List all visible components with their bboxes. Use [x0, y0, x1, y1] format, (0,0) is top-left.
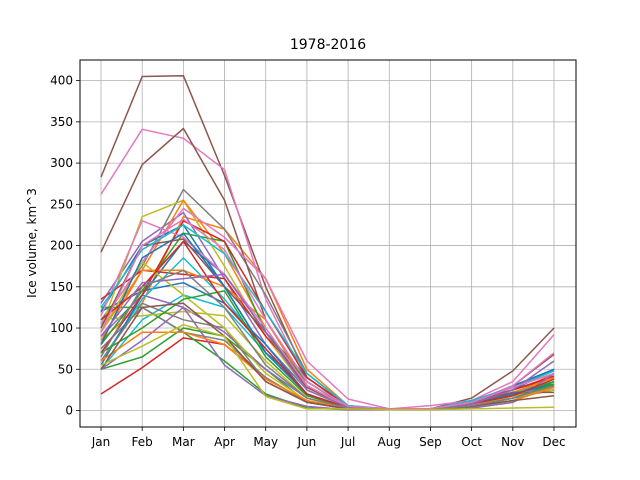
y-tick-label: 400 [50, 74, 73, 88]
series-line-35 [100, 273, 555, 410]
series-line-36 [100, 302, 555, 411]
y-tick-label: 250 [50, 197, 73, 211]
x-tick-label: Mar [172, 435, 195, 449]
series-line-25 [100, 306, 555, 411]
x-axis: Jan Feb Mar Apr May Jun Jul Aug Sep Oct Nov Dec [91, 427, 566, 449]
y-axis: 0 50 100 150 200 250 300 350 400 [50, 74, 80, 418]
grid-lines [80, 60, 576, 427]
y-tick-label: 50 [58, 362, 73, 376]
chart-title: 1978-2016 [290, 37, 366, 53]
y-tick-label: 100 [50, 321, 73, 335]
x-tick-label: Apr [214, 435, 235, 449]
y-tick-label: 350 [50, 115, 73, 129]
x-tick-label: Sep [419, 435, 442, 449]
x-tick-label: Aug [378, 435, 401, 449]
x-tick-label: May [253, 435, 278, 449]
y-tick-label: 200 [50, 239, 73, 253]
y-tick-label: 150 [50, 280, 73, 294]
series-line-38 [100, 269, 555, 411]
series-line-39 [100, 323, 555, 411]
y-axis-label: Ice volume, km^3 [25, 188, 39, 298]
plot-frame [79, 59, 577, 428]
x-tick-label: Nov [501, 435, 524, 449]
x-tick-label: Feb [132, 435, 153, 449]
x-tick-label: Jun [297, 435, 317, 449]
y-tick-label: 0 [65, 404, 73, 418]
y-tick-label: 300 [50, 156, 73, 170]
x-tick-label: Jan [91, 435, 111, 449]
series-line-37 [100, 218, 555, 410]
series-lines [100, 74, 555, 411]
series-line-34 [100, 240, 555, 410]
x-tick-label: Jul [340, 435, 355, 449]
series-line-30 [100, 224, 555, 410]
x-tick-label: Oct [461, 435, 482, 449]
x-tick-label: Dec [542, 435, 565, 449]
